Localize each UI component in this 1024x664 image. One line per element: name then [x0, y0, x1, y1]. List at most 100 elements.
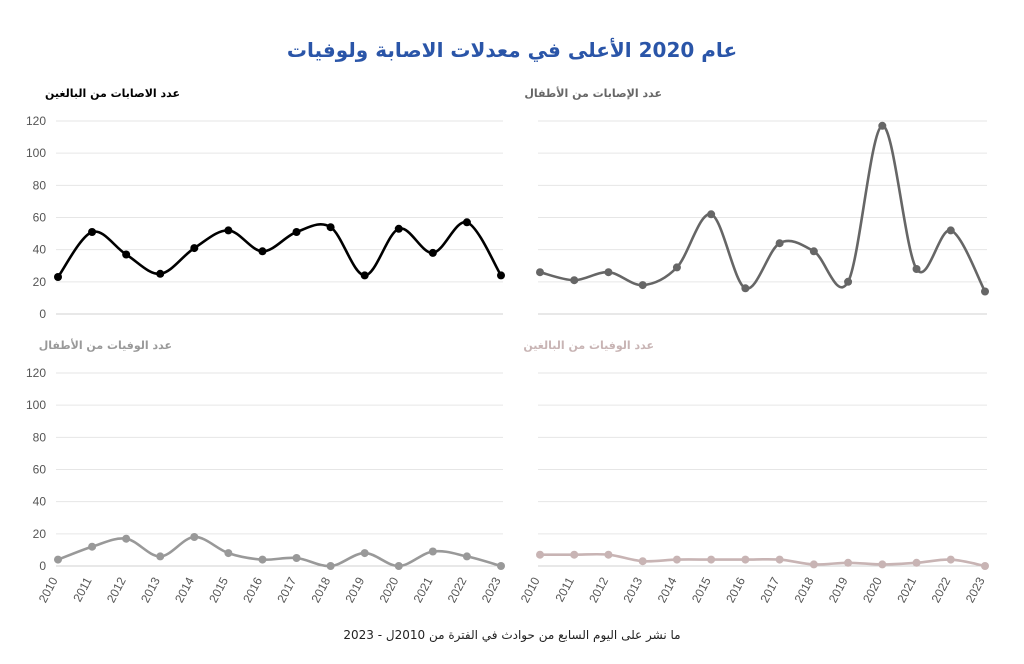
x-tick-label: 2013	[138, 575, 163, 605]
data-point-2019	[844, 277, 853, 286]
x-tick-label: 2022	[445, 575, 470, 605]
x-tick-label: 2019	[342, 575, 367, 605]
y-tick-label: 60	[33, 463, 47, 477]
data-point-2017	[775, 555, 784, 564]
data-point-2010	[536, 550, 544, 559]
x-tick-label: 2020	[377, 575, 402, 605]
data-point-2022	[946, 226, 955, 235]
x-tick-label: 2013	[620, 575, 645, 605]
data-point-2021	[912, 265, 921, 273]
panel-adult-deaths: عدد الوفيات من البالغين 2010 2011 2012 2013 2…	[518, 339, 989, 605]
x-tick-label: 2022	[929, 575, 954, 605]
y-tick-label: 120	[26, 366, 46, 380]
data-point-2018	[809, 247, 818, 256]
x-tick-label: 2011	[70, 575, 95, 605]
data-point-2010	[54, 273, 62, 281]
y-tick-label: 0	[39, 307, 46, 321]
data-point-2013	[156, 269, 165, 278]
panel-title: عدد الوفيات من الأطفال	[39, 338, 172, 352]
x-tick-label: 2023	[479, 575, 504, 605]
y-tick-label: 60	[33, 211, 47, 225]
data-point-2014	[672, 555, 681, 564]
data-point-2012	[604, 550, 613, 559]
data-point-2017	[775, 239, 784, 248]
y-tick-label: 100	[26, 398, 46, 412]
data-point-2020	[878, 121, 887, 130]
data-point-2012	[604, 268, 613, 277]
y-tick-label: 80	[33, 430, 47, 444]
data-point-2023	[497, 271, 505, 280]
data-point-2012	[122, 534, 131, 543]
panel-title: عدد الإصابات من الأطفال	[524, 86, 662, 100]
data-point-2013	[638, 281, 647, 290]
x-tick-label: 2021	[411, 575, 436, 605]
data-point-2018	[326, 562, 335, 570]
data-point-2020	[394, 224, 403, 233]
panel-title: عدد الاصابات من البالغين	[45, 87, 180, 100]
panel-adult-injuries: عدد الاصابات من البالغين 0 20 40 60 80 100 120	[26, 87, 505, 321]
x-tick-label: 2016	[240, 575, 265, 605]
data-point-2022	[462, 552, 471, 561]
data-point-2016	[258, 247, 267, 256]
data-point-2017	[292, 554, 301, 562]
data-point-2023	[497, 562, 505, 570]
y-tick-label: 40	[33, 243, 47, 257]
data-point-2014	[672, 263, 681, 272]
x-tick-label: 2018	[792, 575, 817, 605]
x-tick-label: 2014	[655, 575, 680, 605]
data-point-2015	[224, 226, 233, 235]
data-point-2011	[88, 542, 97, 551]
x-tick-label: 2020	[860, 575, 885, 605]
data-point-2019	[844, 558, 853, 567]
data-point-2021	[428, 248, 437, 257]
y-tick-label: 120	[26, 114, 46, 128]
x-tick-label: 2021	[894, 575, 919, 605]
x-tick-label: 2015	[689, 575, 714, 605]
data-point-2021	[912, 558, 921, 567]
x-tick-label: 2012	[104, 575, 129, 605]
data-point-2018	[809, 560, 818, 569]
x-tick-label: 2015	[206, 575, 231, 605]
y-tick-label: 40	[33, 495, 47, 509]
data-point-2020	[394, 562, 403, 570]
x-tick-label: 2010	[36, 575, 61, 605]
data-point-2011	[88, 228, 97, 236]
data-point-2022	[946, 555, 955, 564]
data-point-2010	[54, 555, 62, 564]
panel-child-injuries: عدد الإصابات من الأطفال	[524, 86, 989, 315]
data-point-2016	[741, 284, 750, 293]
data-point-2015	[224, 549, 233, 558]
data-point-2019	[360, 271, 369, 280]
y-tick-label: 20	[33, 527, 47, 541]
x-tick-label: 2012	[586, 575, 611, 605]
data-point-2018	[326, 223, 335, 232]
x-tick-label: 2017	[274, 575, 299, 605]
x-tick-label: 2018	[308, 575, 333, 605]
data-point-2015	[707, 555, 716, 564]
data-point-2015	[707, 210, 716, 219]
data-point-2016	[741, 555, 750, 564]
data-point-2016	[258, 555, 267, 564]
x-tick-label: 2023	[963, 575, 988, 605]
x-tick-label: 2019	[826, 575, 851, 605]
data-point-2013	[156, 552, 165, 561]
x-tick-label: 2010	[518, 575, 543, 605]
data-point-2023	[981, 287, 989, 296]
x-tick-label: 2014	[172, 575, 197, 605]
x-tick-label: 2011	[552, 575, 577, 605]
chart-title: عام 2020 الأعلى في معدلات الاصابة ولوفيا…	[286, 38, 738, 62]
data-point-2010	[536, 268, 544, 277]
source-note: ما نشر على اليوم السابع من حوادث في الفت…	[343, 628, 681, 642]
data-point-2022	[462, 218, 471, 227]
y-tick-label: 80	[33, 178, 47, 192]
y-tick-label: 100	[26, 146, 46, 160]
y-tick-label: 20	[33, 275, 47, 289]
x-tick-label: 2016	[723, 575, 748, 605]
data-point-2014	[190, 533, 199, 541]
data-point-2020	[878, 560, 887, 569]
panel-child-deaths: عدد الوفيات من الأطفال 0 20 40 60 80 100 120 201…	[26, 338, 505, 605]
data-point-2013	[638, 557, 647, 566]
data-point-2011	[570, 276, 579, 285]
x-tick-label: 2017	[757, 575, 782, 605]
